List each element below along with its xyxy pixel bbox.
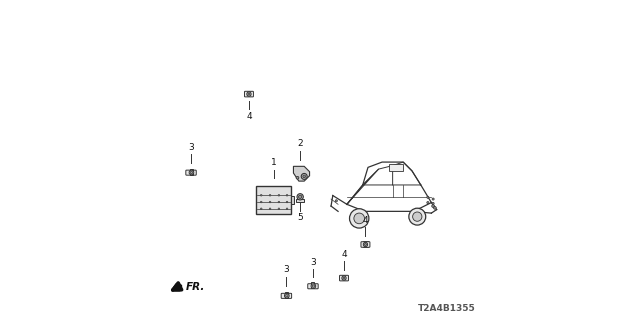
Circle shape <box>278 201 280 203</box>
Circle shape <box>260 195 262 196</box>
Circle shape <box>364 244 367 245</box>
Circle shape <box>247 92 251 96</box>
Circle shape <box>354 213 365 224</box>
Bar <box>364 241 367 243</box>
Circle shape <box>278 208 280 210</box>
Circle shape <box>286 195 288 196</box>
Bar <box>291 196 294 204</box>
Text: T2A4B1355: T2A4B1355 <box>417 304 475 313</box>
Bar <box>342 275 346 276</box>
Bar <box>189 173 193 174</box>
Bar <box>256 187 291 213</box>
FancyBboxPatch shape <box>244 91 253 97</box>
Circle shape <box>269 201 271 203</box>
Bar <box>312 283 314 284</box>
Circle shape <box>285 294 288 297</box>
Text: 4: 4 <box>246 112 252 121</box>
Bar <box>296 199 304 202</box>
Circle shape <box>312 285 314 287</box>
Circle shape <box>296 176 299 179</box>
FancyBboxPatch shape <box>361 242 370 247</box>
Bar <box>285 296 288 298</box>
Circle shape <box>413 212 422 221</box>
Text: 4: 4 <box>363 216 368 225</box>
Circle shape <box>269 208 271 210</box>
Circle shape <box>278 195 280 196</box>
Circle shape <box>189 170 194 175</box>
Circle shape <box>342 276 346 280</box>
Polygon shape <box>293 166 310 181</box>
Bar <box>364 245 367 246</box>
Circle shape <box>311 284 316 288</box>
Bar <box>247 91 251 92</box>
Circle shape <box>286 201 288 203</box>
Text: 3: 3 <box>284 265 289 274</box>
Bar <box>285 292 288 294</box>
Circle shape <box>432 205 435 207</box>
Circle shape <box>335 200 337 202</box>
Circle shape <box>301 173 307 180</box>
Circle shape <box>260 201 262 203</box>
Text: 1: 1 <box>271 158 276 167</box>
Text: FR.: FR. <box>186 282 205 292</box>
Bar <box>189 169 193 171</box>
Circle shape <box>303 175 305 178</box>
Circle shape <box>190 171 193 174</box>
Text: 5: 5 <box>298 213 303 222</box>
FancyBboxPatch shape <box>186 170 196 175</box>
Circle shape <box>285 293 289 298</box>
Circle shape <box>364 242 367 247</box>
Text: 3: 3 <box>188 143 194 152</box>
Text: 2: 2 <box>298 140 303 148</box>
FancyBboxPatch shape <box>281 293 292 298</box>
Circle shape <box>427 202 429 204</box>
Circle shape <box>349 209 369 228</box>
Bar <box>389 164 403 171</box>
Circle shape <box>432 202 434 204</box>
Text: 4: 4 <box>341 250 347 259</box>
Bar <box>312 286 314 288</box>
Circle shape <box>343 277 345 279</box>
Circle shape <box>432 198 434 200</box>
Text: 3: 3 <box>310 258 316 267</box>
Circle shape <box>248 93 250 95</box>
Circle shape <box>260 208 262 210</box>
Circle shape <box>286 208 288 210</box>
Bar <box>247 94 251 96</box>
FancyBboxPatch shape <box>339 275 349 281</box>
Circle shape <box>269 195 271 196</box>
Bar <box>342 278 346 280</box>
Circle shape <box>433 206 436 209</box>
FancyBboxPatch shape <box>308 284 318 289</box>
Circle shape <box>427 196 429 198</box>
Circle shape <box>297 194 303 200</box>
Circle shape <box>298 195 302 198</box>
Circle shape <box>409 208 426 225</box>
